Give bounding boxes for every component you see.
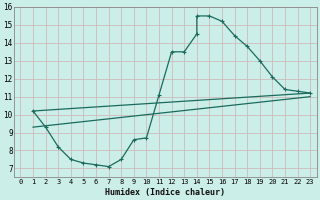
X-axis label: Humidex (Indice chaleur): Humidex (Indice chaleur) [105, 188, 225, 197]
